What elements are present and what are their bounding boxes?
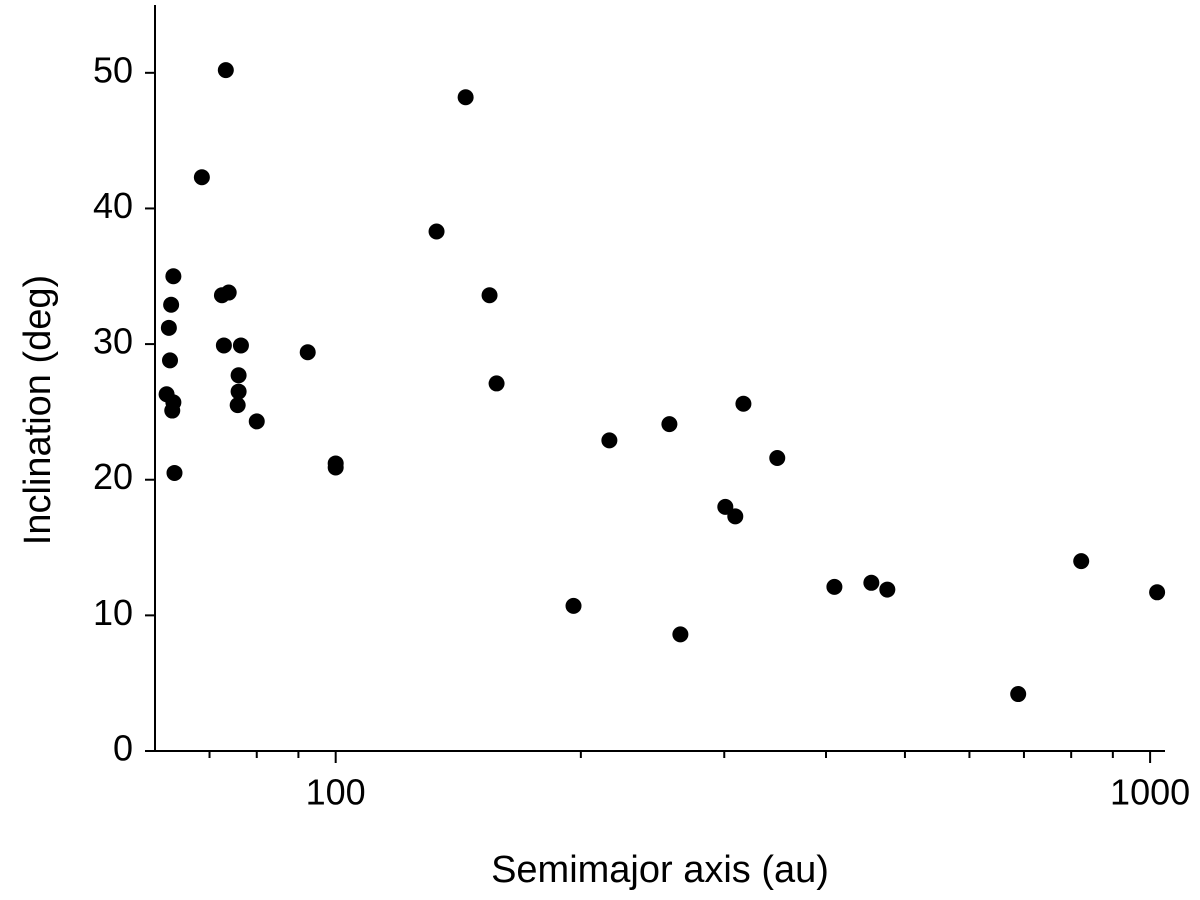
point: [565, 597, 582, 614]
y-tick-label: 30: [93, 321, 133, 362]
point: [1010, 686, 1027, 703]
point: [826, 578, 843, 595]
point: [735, 395, 752, 412]
y-tick-label: 40: [93, 185, 133, 226]
x-tick-label: 100: [306, 772, 366, 813]
point: [217, 62, 234, 79]
point: [1073, 553, 1090, 570]
point: [248, 413, 265, 430]
point: [160, 319, 177, 336]
point: [1149, 584, 1166, 601]
point: [879, 581, 896, 598]
point: [488, 375, 505, 392]
point: [232, 337, 249, 354]
point: [162, 352, 179, 369]
point: [601, 432, 618, 449]
y-tick-label: 10: [93, 592, 133, 633]
point: [165, 268, 182, 285]
point: [717, 498, 734, 515]
point: [215, 337, 232, 354]
point: [166, 464, 183, 481]
point: [299, 344, 316, 361]
point: [769, 450, 786, 467]
point: [220, 284, 237, 301]
point: [230, 367, 247, 384]
point: [428, 223, 445, 240]
point: [327, 459, 344, 476]
y-tick-label: 50: [93, 49, 133, 90]
point: [163, 296, 180, 313]
point: [727, 508, 744, 525]
y-tick-label: 20: [93, 456, 133, 497]
x-tick-label: 1000: [1110, 772, 1190, 813]
point: [457, 89, 474, 106]
point: [230, 383, 247, 400]
point: [481, 287, 498, 304]
point: [193, 169, 210, 186]
x-axis-title: Semimajor axis (au): [491, 849, 829, 891]
y-axis-title: Inclination (deg): [17, 275, 59, 545]
point: [661, 416, 678, 433]
point: [229, 397, 246, 414]
point: [863, 574, 880, 591]
point: [672, 626, 689, 643]
y-tick-label: 0: [113, 728, 133, 769]
point: [164, 402, 181, 419]
